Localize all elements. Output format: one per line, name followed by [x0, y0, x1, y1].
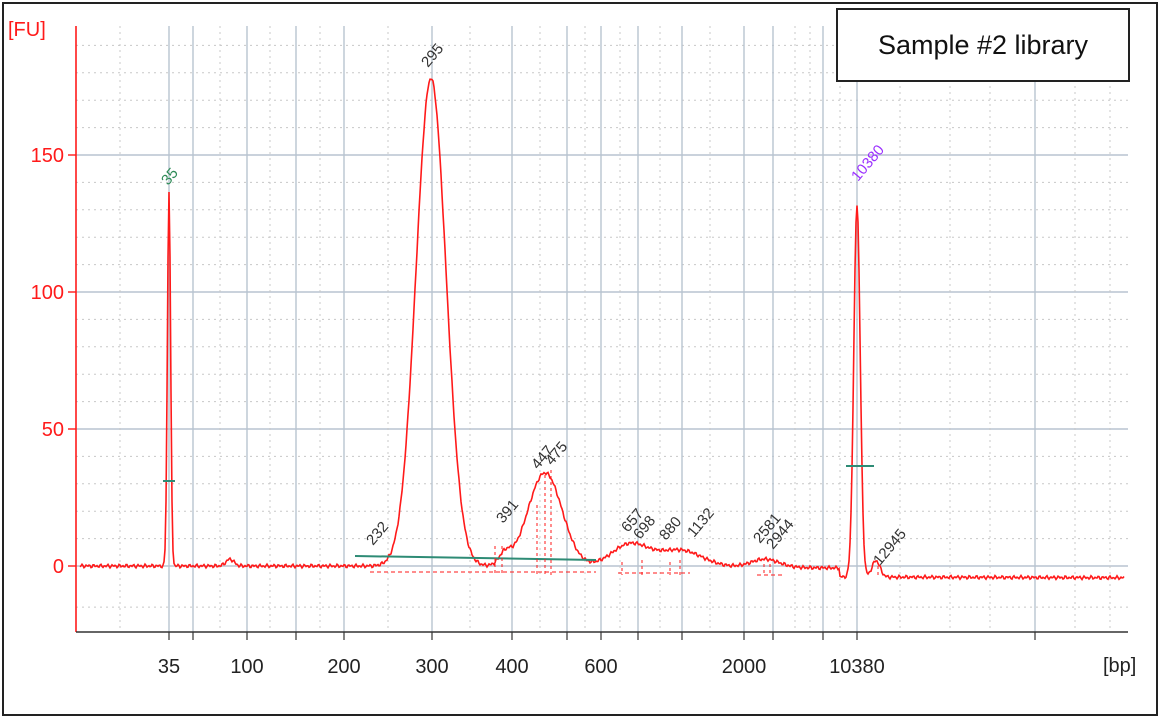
peak-label: 880 [656, 513, 685, 543]
region-baseline [354, 555, 597, 561]
grid [76, 26, 1128, 632]
y-axis-unit: [FU] [8, 19, 46, 41]
x-tick-label: 600 [584, 656, 617, 678]
peak-label: 232 [363, 518, 392, 548]
y-tick-label: 100 [31, 282, 64, 304]
x-axis-unit: [bp] [1103, 655, 1136, 677]
y-tick-label: 150 [31, 145, 64, 167]
x-tick-label: 400 [495, 656, 528, 678]
trace-line [79, 78, 1125, 581]
chart-title: Sample #2 library [877, 29, 1089, 60]
axes: 0 50 100 150 35 100 200 300 400 600 2000 10380 [31, 26, 1128, 678]
peak-label: 10380 [848, 142, 888, 185]
x-tick-label: 200 [327, 656, 360, 678]
peak-label: 35 [158, 165, 182, 189]
x-tick-label: 300 [415, 656, 448, 678]
x-tick-label: 35 [158, 656, 180, 678]
y-tick-label: 0 [53, 556, 64, 578]
x-tick-label: 100 [230, 656, 263, 678]
trace-layer [79, 78, 1125, 581]
peak-label: 391 [493, 496, 522, 526]
marker-layer [163, 465, 879, 576]
x-tick-label: 2000 [722, 656, 767, 678]
peak-label: 12945 [870, 526, 910, 569]
chart-title-box: Sample #2 library [836, 8, 1130, 82]
y-tick-label: 50 [42, 419, 64, 441]
x-tick-label: 10380 [829, 656, 885, 678]
peak-label: 1132 [684, 505, 718, 541]
